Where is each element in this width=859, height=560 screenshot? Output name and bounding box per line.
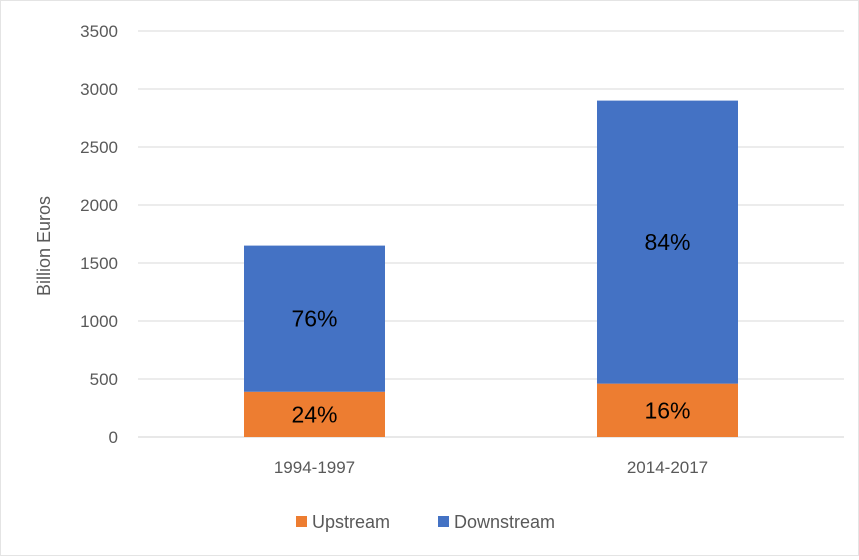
y-tick-label: 1000 (80, 312, 118, 331)
legend-label: Upstream (312, 512, 390, 532)
y-tick-label: 2500 (80, 138, 118, 157)
bar-upstream (597, 383, 738, 437)
y-tick-label: 2000 (80, 196, 118, 215)
legend-label: Downstream (454, 512, 555, 532)
data-label: 76% (291, 306, 337, 332)
y-axis-ticks: 0 500 1000 1500 2000 2500 3000 3500 (80, 22, 118, 447)
y-tick-label: 1500 (80, 254, 118, 273)
data-label: 16% (644, 397, 690, 423)
legend: Upstream Downstream (296, 512, 555, 532)
gridlines (138, 30, 844, 438)
legend-swatch-upstream (296, 516, 307, 527)
data-label: 84% (644, 229, 690, 255)
x-tick-label: 1994-1997 (274, 458, 355, 477)
x-tick-label: 2014-2017 (627, 458, 708, 477)
x-axis-ticks: 1994-1997 2014-2017 (274, 458, 708, 477)
bar-downstream (597, 100, 738, 384)
y-axis-label: Billion Euros (34, 196, 54, 296)
bar-upstream (244, 391, 385, 437)
y-tick-label: 3000 (80, 80, 118, 99)
y-tick-label: 3500 (80, 22, 118, 41)
y-tick-label: 0 (109, 428, 118, 447)
y-tick-label: 500 (90, 370, 118, 389)
bar-downstream (244, 245, 385, 392)
data-label: 24% (291, 401, 337, 427)
legend-swatch-downstream (438, 516, 449, 527)
bars: 24% 76% 16% 84% (244, 100, 738, 437)
